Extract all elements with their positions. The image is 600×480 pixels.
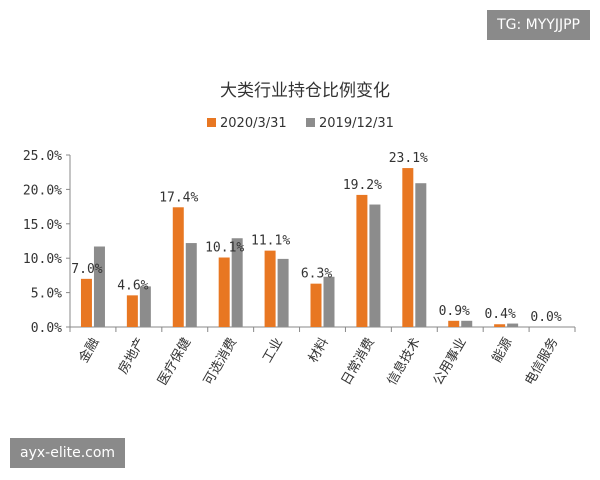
bar-series-1 [402,168,414,327]
bar-series-1 [264,250,276,327]
x-tick-label: 能源 [490,336,516,366]
bar-series-1 [448,320,460,327]
chart-title: 大类行业持仓比例变化 [220,81,390,101]
bar-series-1 [494,324,506,327]
watermark-bottom-left: ayx-elite.com [10,438,126,468]
x-tick-label: 工业 [260,336,286,366]
data-label: 23.1% [389,151,428,166]
data-label: 0.0% [530,310,561,325]
bar-series-2 [231,238,243,327]
data-label: 19.2% [343,178,382,193]
bar-series-2 [139,286,151,327]
y-tick-label: 20.0% [23,183,62,198]
x-tick-label: 房地产 [115,335,148,377]
bar-series-2 [415,183,427,327]
x-tick-label: 医疗保健 [155,336,194,389]
data-label: 0.9% [439,304,470,319]
bar-series-2 [323,276,335,327]
data-label: 4.6% [117,278,148,293]
data-label: 6.3% [301,267,332,282]
y-tick-label: 0.0% [31,321,62,336]
data-label: 11.1% [251,234,290,249]
x-tick-label: 材料 [306,336,332,366]
y-tick-label: 15.0% [23,218,62,233]
y-tick-label: 10.0% [23,252,62,267]
bar-series-2 [185,243,197,327]
x-axis: 金融 房地产 医疗保健 可选消费 工业 材料 日常消费 信息技术 公用事业 能源 电信服务 [69,326,576,389]
data-label: 0.4% [484,307,515,322]
bars [80,168,519,327]
bar-series-1 [126,295,138,327]
legend-label-2: 2019/12/31 [319,116,394,131]
data-label: 17.4% [159,190,198,205]
data-labels: 7.0% 4.6% 17.4% 10.1% 11.1% 6.3% 19.2% 23.1% 0.9… [71,151,562,325]
bar-series-1 [172,207,184,327]
y-axis: 0.0% 5.0% 10.0% 15.0% 20.0% 25.0% [23,149,71,336]
x-tick-label: 可选消费 [201,336,240,389]
y-tick-label: 25.0% [23,149,62,164]
legend-label-1: 2020/3/31 [220,116,287,131]
x-tick-label: 信息技术 [384,335,424,388]
bar-series-1 [356,194,368,327]
bar-series-1 [80,278,92,327]
bar-series-2 [369,204,381,327]
bar-series-2 [93,246,105,327]
bar-series-2 [277,258,289,327]
legend: 2020/3/31 2019/12/31 [207,116,394,131]
bar-series-1 [310,283,322,327]
x-tick-label: 公用事业 [431,336,470,389]
legend-swatch-1 [207,118,216,127]
x-tick-label: 金融 [76,335,103,366]
x-tick-label: 日常消费 [339,336,378,389]
data-label: 7.0% [71,262,102,277]
legend-swatch-2 [306,118,315,127]
bar-series-2 [507,323,519,327]
bar-series-2 [461,320,473,327]
watermark-top-right: TG: MYYJJPP [487,10,590,40]
bar-series-1 [218,257,230,327]
y-tick-label: 5.0% [31,287,62,302]
x-tick-label: 电信服务 [522,335,562,388]
data-label: 10.1% [205,241,244,256]
